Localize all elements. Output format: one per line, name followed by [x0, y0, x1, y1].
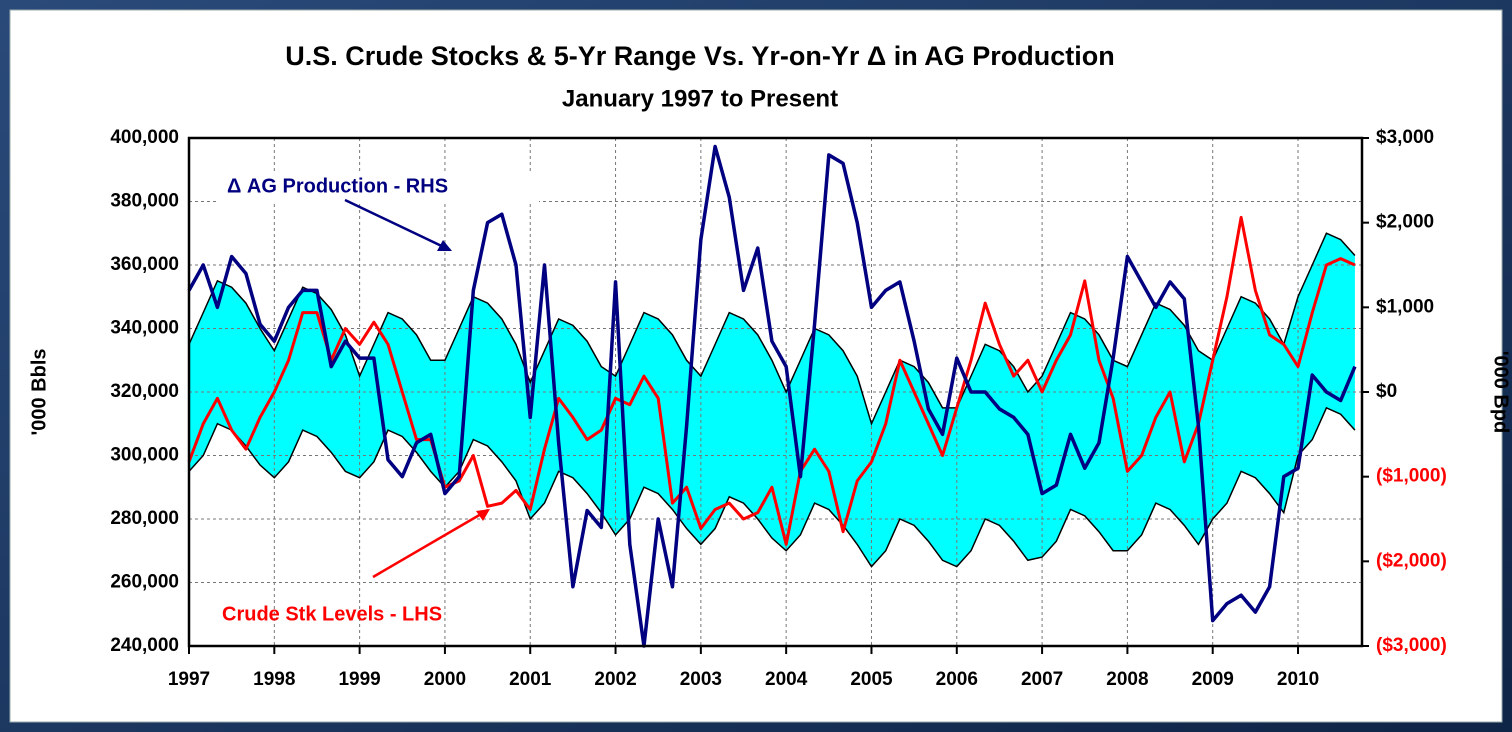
- annotation-box: [217, 172, 539, 202]
- y-tick-label: 260,000: [110, 572, 179, 593]
- arrow-head: [476, 509, 490, 521]
- y-tick-label: 360,000: [110, 254, 179, 275]
- overlay: 240,000 260,000 280,000 300,000 320,000 340,0…: [110, 127, 1446, 690]
- y2-axis-label: '000 Bpd: [1490, 351, 1512, 434]
- annotation: Δ AG Production - RHS: [227, 175, 448, 197]
- y2-tick-label: $2,000: [1376, 212, 1434, 233]
- x-tick-label: 2004: [765, 669, 808, 690]
- x-tick-label: 2001: [509, 669, 552, 690]
- arrow-head: [437, 240, 452, 251]
- x-tick-label: 1998: [253, 669, 295, 690]
- chart-subtitle: January 1997 to Present: [562, 85, 838, 112]
- y2-tick-label: ($1,000): [1376, 466, 1447, 487]
- y-tick-label: 340,000: [110, 318, 179, 339]
- plot-border: [187, 136, 1364, 648]
- annotation-arrow: [344, 198, 451, 252]
- y2-tick-label: ($2,000): [1376, 550, 1447, 571]
- x-tick-label: 2007: [1021, 669, 1063, 690]
- y2-tick-label: $0: [1376, 381, 1397, 402]
- y2-tick-label: $1,000: [1376, 296, 1434, 317]
- range-edge: [188, 406, 1356, 568]
- range-edge: [188, 232, 1356, 426]
- x-tick-label: 2000: [424, 669, 466, 690]
- y-tick-label: 300,000: [110, 445, 179, 466]
- y-tick-label: 320,000: [110, 381, 179, 402]
- x-tick-label: 2005: [850, 669, 893, 690]
- x-tick-label: 2010: [1277, 669, 1319, 690]
- y-tick-label: 280,000: [110, 508, 179, 529]
- y2-tick-label: ($3,000): [1376, 635, 1447, 656]
- y-tick-label: 380,000: [110, 191, 179, 212]
- y-tick-label: 240,000: [110, 635, 179, 656]
- x-tick-label: 1997: [168, 669, 210, 690]
- annotation: Crude Stk Levels - LHS: [222, 603, 442, 625]
- annotation-arrow: [372, 508, 489, 579]
- data-line: [187, 144, 1357, 648]
- plot: [187, 137, 1362, 648]
- x-tick-label: 2003: [680, 669, 722, 690]
- y2-tick-label: $3,000: [1376, 127, 1434, 148]
- x-tick-label: 2008: [1106, 669, 1148, 690]
- x-tick-label: 2009: [1192, 669, 1234, 690]
- y-axis-label: '000 Bbls: [28, 348, 50, 435]
- x-tick-label: 1999: [338, 669, 380, 690]
- y-tick-label: 400,000: [110, 127, 179, 148]
- chart-title: U.S. Crude Stocks & 5-Yr Range Vs. Yr-on…: [285, 41, 1115, 71]
- data-line: [187, 215, 1356, 546]
- x-tick-label: 2002: [594, 669, 636, 690]
- range-band: [189, 233, 1355, 567]
- x-tick-label: 2006: [936, 669, 978, 690]
